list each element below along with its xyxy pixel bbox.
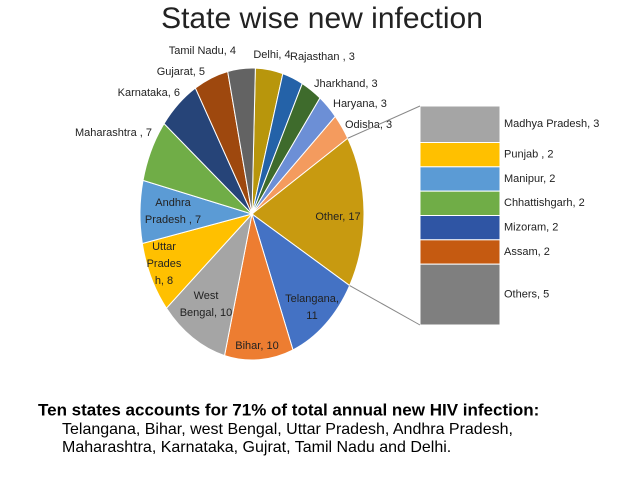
connector (347, 105, 421, 139)
data-label: Odisha, 3 (345, 119, 392, 131)
data-label: Tamil Nadu, 4 (169, 45, 236, 57)
data-label: Maharashtra , 7 (75, 127, 152, 139)
data-label: Manipur, 2 (504, 173, 555, 185)
note-heading: Ten states accounts for 71% of total ann… (38, 400, 539, 419)
data-label: Andhra (155, 197, 191, 209)
bar-segment (419, 215, 501, 241)
data-label: Karnataka, 6 (118, 87, 180, 99)
data-label: h, 8 (155, 275, 173, 287)
pie-slice (227, 67, 256, 215)
data-label: Punjab , 2 (504, 149, 554, 161)
data-label: Jharkhand, 3 (314, 78, 378, 90)
data-label: Assam, 2 (504, 246, 550, 258)
data-label: Bihar, 10 (235, 340, 278, 352)
data-label: Chhattishgarh, 2 (504, 197, 585, 209)
data-label: Madhya Pradesh, 3 (504, 118, 599, 130)
bar-segment (419, 263, 501, 326)
data-label: Prades (147, 258, 182, 270)
pie-slice (251, 137, 365, 287)
bar-segment (419, 142, 501, 168)
data-label: Haryana, 3 (333, 98, 387, 110)
connector (349, 285, 421, 326)
data-label: 11 (306, 310, 317, 322)
note-line: Maharashtra, Karnataka, Gujrat, Tamil Na… (62, 439, 451, 456)
data-label: Gujarat, 5 (157, 66, 205, 78)
chart-title: State wise new infection (161, 2, 483, 35)
bar-segment (419, 190, 501, 217)
pie-slice (223, 213, 294, 361)
note-line: Telangana, Bihar, west Bengal, Uttar Pra… (62, 421, 513, 438)
data-label: Mizoram, 2 (504, 222, 558, 234)
data-label: Other, 17 (315, 211, 360, 223)
data-label: Bengal, 10 (180, 307, 233, 319)
bar-segment (419, 105, 501, 143)
bar-segment (419, 239, 501, 265)
bar-segment (419, 166, 501, 192)
data-label: Telangana, (285, 293, 339, 305)
data-label: Others, 5 (504, 288, 549, 300)
pie-slice (165, 212, 253, 357)
data-label: West (194, 290, 219, 302)
data-label: Rajasthan , 3 (290, 51, 355, 63)
data-label: Delhi, 4 (253, 49, 290, 61)
pie-slice (251, 212, 351, 351)
data-label: Uttar (152, 241, 176, 253)
data-label: Pradesh , 7 (145, 214, 201, 226)
